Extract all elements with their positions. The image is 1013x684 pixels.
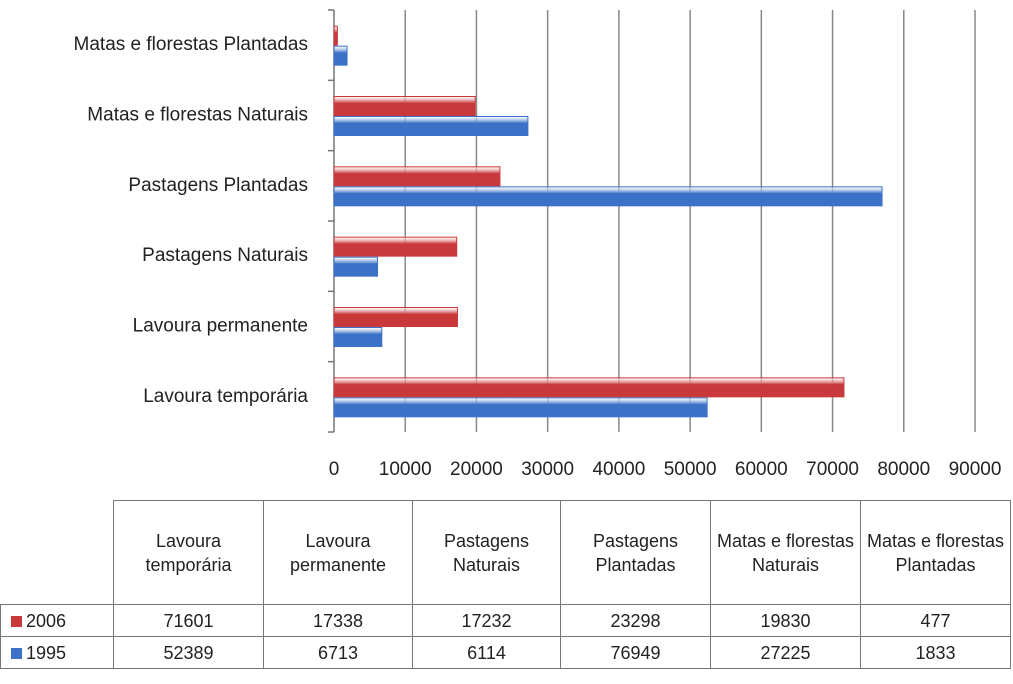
x-tick-label: 90000 <box>949 459 1002 480</box>
legend-label: 1995 <box>26 642 67 663</box>
value-cell: 76949 <box>560 636 711 669</box>
data-row: 1995 52389 6713 6114 76949 27225 1833 <box>0 636 1011 669</box>
y-tick-label: Pastagens Plantadas <box>128 175 308 196</box>
bar <box>333 116 529 136</box>
legend-key <box>11 615 22 627</box>
value-cell: 52389 <box>113 636 264 669</box>
bar <box>333 25 338 46</box>
legend-label: 2006 <box>26 610 67 631</box>
x-tick-label: 0 <box>329 459 340 480</box>
bar <box>333 307 458 327</box>
data-row: 2006 71601 17338 17232 23298 19830 477 <box>0 604 1011 637</box>
header-cell: Pastagens Naturais <box>412 500 561 605</box>
value-cell: 477 <box>860 604 1011 637</box>
bar <box>333 166 501 187</box>
bar <box>333 186 883 207</box>
bar <box>333 256 379 277</box>
value-cell: 71601 <box>113 604 264 637</box>
x-tick-label: 20000 <box>450 459 503 480</box>
bar <box>333 327 383 347</box>
x-tick-label: 40000 <box>592 459 645 480</box>
bar <box>333 397 708 418</box>
header-row: Lavoura temporária Lavoura permanente Past… <box>0 500 1011 605</box>
value-cell: 6713 <box>263 636 413 669</box>
value-cell: 1833 <box>860 636 1011 669</box>
value-cell: 27225 <box>710 636 861 669</box>
bar <box>333 377 845 398</box>
legend-cell: 1995 <box>0 636 114 669</box>
header-cell: Matas e florestas Naturais <box>710 500 861 605</box>
bar <box>333 96 476 116</box>
x-tick-label: 70000 <box>806 459 859 480</box>
value-cell: 6114 <box>412 636 561 669</box>
y-tick-label: Lavoura permanente <box>133 316 308 337</box>
chart: 0 10000 20000 30000 40000 50000 60000 70000 8000… <box>74 9 1002 480</box>
blank-cell <box>0 500 114 605</box>
y-tick-label: Matas e florestas Naturais <box>87 105 308 126</box>
header-cell: Pastagens Plantadas <box>560 500 711 605</box>
x-tick-label: 80000 <box>877 459 930 480</box>
y-tick-label: Pastagens Naturais <box>142 245 308 266</box>
x-tick-label: 60000 <box>735 459 788 480</box>
header-cell: Lavoura temporária <box>113 500 264 605</box>
value-cell: 23298 <box>560 604 711 637</box>
value-cell: 19830 <box>710 604 861 637</box>
y-tick-label: Lavoura temporária <box>143 386 308 407</box>
header-cell: Lavoura permanente <box>263 500 413 605</box>
bar <box>333 236 458 257</box>
x-tick-label: 10000 <box>379 459 432 480</box>
bar <box>333 45 348 66</box>
y-tick-label: Matas e florestas Plantadas <box>74 34 308 55</box>
x-tick-label: 50000 <box>664 459 717 480</box>
legend-cell: 2006 <box>0 604 114 637</box>
legend-key <box>11 647 22 659</box>
header-cell: Matas e florestas Plantadas <box>860 500 1011 605</box>
value-cell: 17232 <box>412 604 561 637</box>
value-cell: 17338 <box>263 604 413 637</box>
x-tick-label: 30000 <box>521 459 574 480</box>
data-table: Lavoura temporária Lavoura permanente Past… <box>0 500 1011 669</box>
